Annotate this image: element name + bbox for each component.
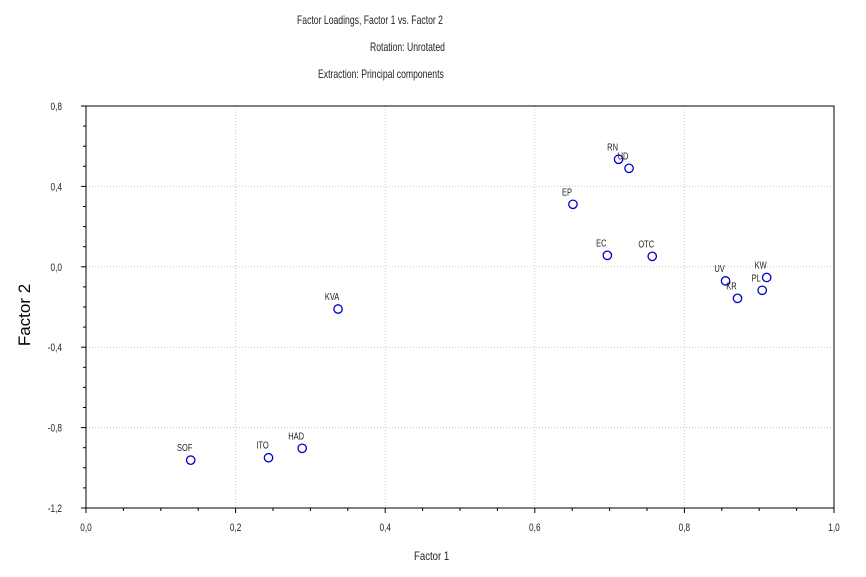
- y-tick-label: 0,8: [51, 101, 62, 113]
- data-point-ud: [624, 163, 634, 174]
- point-label-ito: ITO: [256, 440, 268, 451]
- data-point-pl: [757, 285, 768, 296]
- data-point-otc: [647, 251, 658, 262]
- plot-frame: [85, 105, 835, 509]
- x-axis-label: Factor 1: [414, 549, 450, 563]
- data-point-had: [297, 443, 308, 454]
- x-tick-label: 0,8: [679, 522, 690, 534]
- point-label-ud: UD: [618, 150, 629, 161]
- point-label-kw: KW: [755, 259, 768, 270]
- data-point-ito: [263, 452, 274, 463]
- chart-title-line-3: Extraction: Principal components: [318, 67, 444, 81]
- x-tick-label: 0,4: [379, 522, 391, 534]
- point-label-rn: RN: [607, 141, 618, 152]
- y-tick-label: -0,8: [48, 423, 62, 435]
- point-label-ec: EC: [596, 237, 607, 248]
- point-label-ep: EP: [562, 186, 572, 197]
- data-point-kva: [333, 304, 343, 314]
- point-label-kr: KR: [726, 280, 736, 291]
- data-point-kw: [761, 272, 772, 283]
- y-axis-label: Factor 2: [15, 283, 35, 347]
- y-tick-label: -1,2: [48, 503, 62, 515]
- point-label-uv: UV: [714, 263, 725, 274]
- y-tick-label: -0,4: [48, 342, 63, 354]
- point-label-kva: KVA: [325, 291, 340, 302]
- data-point-ep: [568, 199, 578, 210]
- data-point-uv: [720, 276, 731, 286]
- data-point-ec: [602, 250, 613, 261]
- x-tick-label: 0,2: [230, 522, 241, 534]
- data-point-sof: [185, 455, 196, 466]
- chart-title-line-1: Factor Loadings, Factor 1 vs. Factor 2: [297, 13, 443, 27]
- y-tick-label: 0,4: [51, 181, 63, 193]
- point-label-had: HAD: [288, 430, 304, 441]
- data-point-rn: [613, 154, 624, 165]
- x-tick-label: 0,0: [80, 522, 92, 534]
- y-tick-label: 0,0: [51, 262, 63, 274]
- chart-title-line-2: Rotation: Unrotated: [370, 40, 445, 54]
- point-label-sof: SOF: [177, 442, 193, 453]
- point-label-pl: PL: [752, 272, 761, 283]
- point-label-otc: OTC: [638, 238, 654, 249]
- data-point-kr: [732, 293, 743, 304]
- x-tick-label: 0,6: [529, 522, 540, 534]
- x-tick-label: 1,0: [828, 522, 840, 534]
